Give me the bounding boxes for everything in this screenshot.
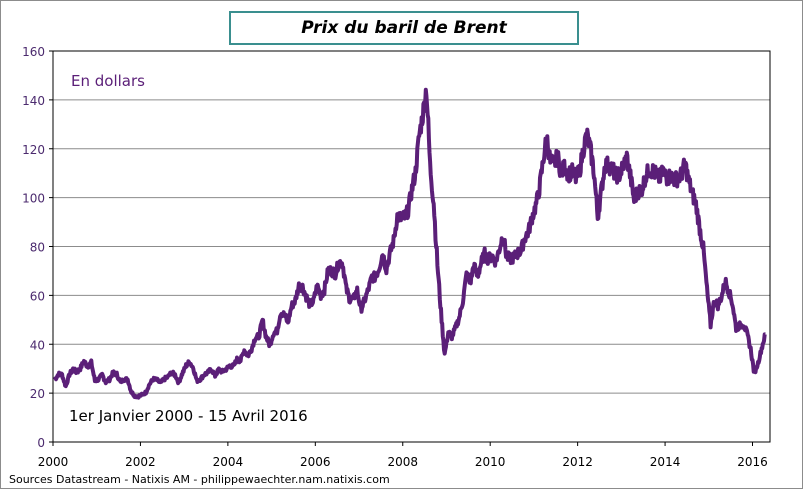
chart-title-box: Prix du baril de Brent <box>229 11 579 45</box>
x-tick-label: 2008 <box>387 455 418 469</box>
x-tick-label: 2000 <box>38 455 69 469</box>
y-tick-label: 100 <box>22 192 45 206</box>
y-tick-label: 0 <box>37 436 45 450</box>
source-note: Sources Datastream - Natixis AM - philip… <box>9 473 390 486</box>
y-tick-label: 140 <box>22 94 45 108</box>
x-tick-label: 2014 <box>650 455 681 469</box>
x-tick-label: 2004 <box>213 455 244 469</box>
y-tick-label: 160 <box>22 45 45 59</box>
unit-label: En dollars <box>71 72 145 90</box>
x-tick-label: 2012 <box>562 455 593 469</box>
x-tick-label: 2010 <box>475 455 506 469</box>
brent-price-line <box>53 87 767 400</box>
x-tick-label: 2002 <box>125 455 156 469</box>
x-tick-label: 2016 <box>737 455 768 469</box>
y-tick-label: 60 <box>30 289 45 303</box>
y-tick-label: 40 <box>30 338 45 352</box>
period-label: 1er Janvier 2000 - 15 Avril 2016 <box>69 407 308 425</box>
y-tick-label: 120 <box>22 143 45 157</box>
y-tick-label: 80 <box>30 241 45 255</box>
y-tick-label: 20 <box>30 387 45 401</box>
x-tick-label: 2006 <box>300 455 331 469</box>
chart-title: Prix du baril de Brent <box>301 18 507 38</box>
